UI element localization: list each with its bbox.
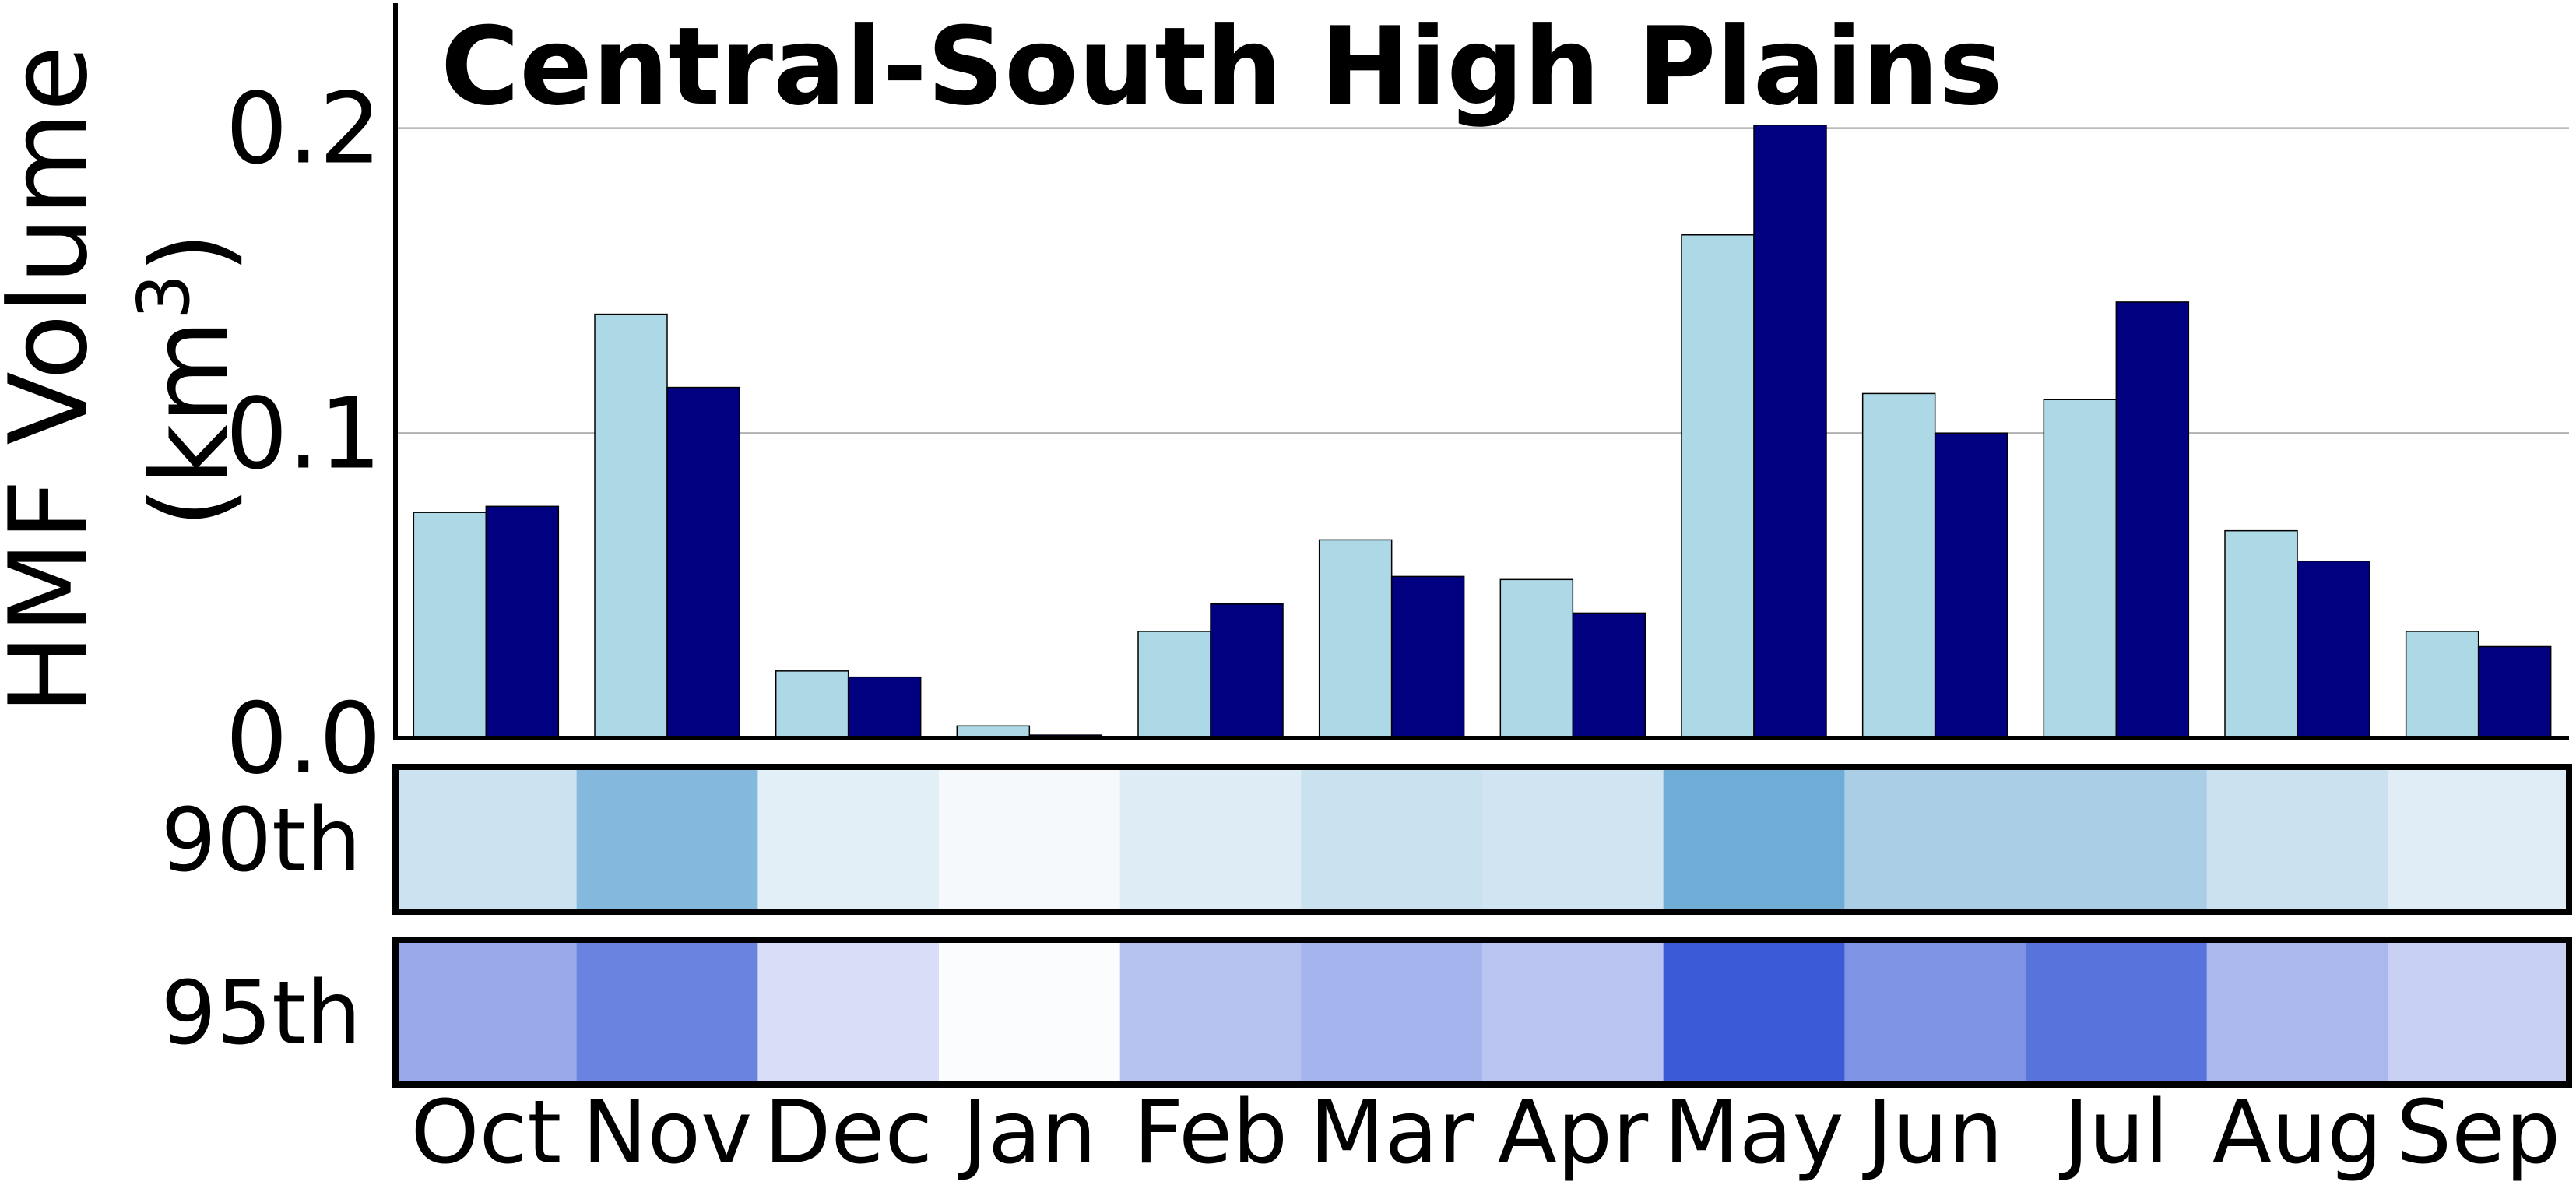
x-tick-label-mar: Mar	[1309, 1082, 1474, 1183]
heat-row-label: 95th	[161, 963, 361, 1064]
bars	[413, 125, 2552, 739]
heat-cell-90th-apr	[1482, 767, 1664, 912]
bar-oct-series-2	[485, 505, 560, 739]
heat-cell-90th-jun	[1844, 767, 2026, 912]
heat-cell-90th-may	[1663, 767, 1845, 912]
bar-feb-series-1	[1137, 631, 1211, 739]
x-tick-label-jun: Jun	[1862, 1082, 2003, 1183]
heat-cell-95th-oct	[395, 940, 578, 1085]
bar-apr-series-2	[1572, 612, 1646, 739]
heat-cell-95th-feb	[1119, 940, 1302, 1085]
heat-cell-90th-dec	[757, 767, 940, 912]
x-tick-label-may: May	[1664, 1082, 1844, 1183]
heat-cell-95th-jan	[939, 940, 1121, 1085]
bar-mar-series-2	[1390, 575, 1465, 739]
bar-jul-series-2	[2115, 301, 2190, 739]
heat-cell-90th-nov	[576, 767, 758, 912]
bar-may-series-1	[1681, 234, 1755, 739]
heatmap: 90th 95th	[161, 764, 2572, 1088]
bar-dec-series-1	[775, 670, 849, 739]
heat-cell-90th-feb	[1119, 767, 1302, 912]
bar-apr-series-1	[1499, 578, 1574, 739]
bar-jun-series-2	[1934, 432, 2008, 739]
heat-cell-95th-apr	[1482, 940, 1664, 1085]
heat-cell-95th-mar	[1301, 940, 1483, 1085]
x-tick-label-dec: Dec	[764, 1082, 933, 1183]
y-axis-label: HMF Volume	[0, 45, 111, 714]
x-tick-label-jul: Jul	[2059, 1082, 2169, 1183]
x-tick-label-aug: Aug	[2212, 1082, 2383, 1183]
bar-sep-series-2	[2477, 645, 2552, 739]
bar-jul-series-1	[2043, 399, 2117, 739]
y-tick-labels: 0.0 0.1 0.2	[226, 72, 381, 796]
axes	[393, 3, 2569, 740]
x-tick-label-feb: Feb	[1133, 1082, 1288, 1183]
chart-title: Central-South High Plains	[441, 4, 2003, 129]
y-axis-unit-close: )	[128, 232, 253, 274]
heat-cell-95th-sep	[2388, 940, 2570, 1085]
heat-cell-90th-jan	[939, 767, 1121, 912]
bar-nov-series-2	[666, 386, 740, 739]
x-tick-label-jan: Jan	[958, 1082, 1097, 1183]
heat-cell-95th-nov	[576, 940, 758, 1085]
x-tick-label-sep: Sep	[2396, 1082, 2560, 1183]
heat-cell-90th-oct	[395, 767, 578, 912]
y-axis-unit-base: (km	[128, 319, 253, 528]
bar-feb-series-2	[1210, 603, 1284, 739]
heat-cell-95th-jul	[2026, 940, 2208, 1085]
y-tick-label: 0.1	[226, 376, 381, 491]
heat-cell-90th-mar	[1301, 767, 1483, 912]
heat-cell-95th-aug	[2206, 940, 2388, 1085]
heat-cell-95th-may	[1663, 940, 1845, 1085]
bar-oct-series-1	[413, 512, 487, 739]
bar-may-series-2	[1753, 125, 1827, 739]
heat-cell-90th-sep	[2388, 767, 2570, 912]
y-tick-label: 0.2	[226, 72, 381, 186]
heat-cell-95th-jun	[1844, 940, 2026, 1085]
bar-aug-series-2	[2297, 561, 2370, 739]
heat-cell-90th-aug	[2206, 767, 2388, 912]
heat-row-label: 90th	[161, 790, 361, 891]
x-tick-label-apr: Apr	[1497, 1082, 1649, 1183]
y-tick-label: 0.0	[226, 681, 381, 796]
y-axis-label-text: HMF Volume	[0, 45, 111, 714]
gridlines	[395, 127, 2569, 434]
x-tick-label-oct: Oct	[411, 1082, 562, 1183]
y-axis-unit-text: (km3)	[122, 232, 253, 529]
bar-jun-series-1	[1861, 392, 1936, 739]
heat-row-frame	[392, 937, 2572, 1088]
bar-mar-series-1	[1318, 539, 1393, 739]
bar-aug-series-1	[2224, 529, 2298, 739]
bar-dec-series-2	[847, 676, 922, 739]
bar-sep-series-1	[2405, 631, 2479, 739]
heat-cell-95th-dec	[757, 940, 940, 1085]
x-tick-label-nov: Nov	[582, 1082, 753, 1183]
heat-cell-90th-jul	[2026, 767, 2208, 912]
y-axis-unit: (km3)	[122, 232, 253, 529]
y-axis-unit-exponent: 3	[122, 274, 206, 320]
bar-nov-series-1	[594, 313, 668, 739]
x-tick-labels: Oct Nov Dec Jan Feb Mar Apr May Jun Jul Aug Sep	[411, 1082, 2561, 1183]
heat-row-frame	[392, 764, 2572, 915]
